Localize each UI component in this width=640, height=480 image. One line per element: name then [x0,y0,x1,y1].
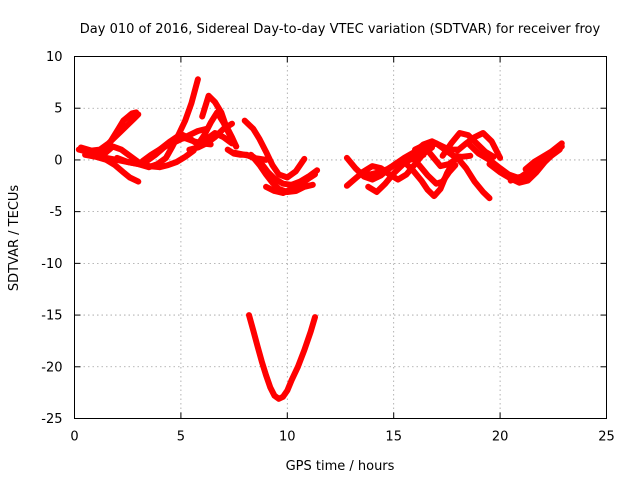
series-line-pass-16 [263,171,318,196]
x-tick-label: 20 [492,430,509,445]
series-line-pass-11 [199,92,240,150]
series-line-pass-32 [522,140,565,173]
y-tick-label: -25 [41,412,62,427]
y-tick-label: -10 [41,257,62,272]
series-line-pass-02 [77,111,142,154]
plot-frame [74,56,607,419]
x-axis-label: GPS time / hours [286,459,395,474]
series-line-pass-24 [407,152,459,187]
y-tick-label: 5 [54,102,62,117]
x-tick-label: 10 [279,430,296,445]
x-tick-label: 15 [385,430,402,445]
trace-layer [75,76,565,402]
y-tick-label: -20 [41,360,62,375]
x-tick-label: 5 [177,430,185,445]
series-line-pass-14 [241,117,308,181]
y-tick-label: -5 [50,205,63,220]
tick-layer: 0 5 10 15 20 25 -25 -20 -15 -10 -5 0 5 10 [41,50,615,445]
series-line-pass-25 [412,142,493,202]
y-axis-label: SDTVAR / TECUs [7,185,22,292]
x-tick-label: 0 [70,430,78,445]
series-line-pass-26 [422,140,474,160]
series-line-pass-28 [454,130,504,161]
y-tick-label: 0 [54,153,62,168]
chart-title: Day 010 of 2016, Sidereal Day-to-day VTE… [80,22,601,37]
x-tick-label: 25 [598,430,615,445]
series-line-pass-17 [246,312,318,402]
y-tick-label: 10 [46,50,63,65]
grid-layer [74,56,607,419]
series-line-pass-03 [82,151,142,185]
y-tick-label: -15 [41,309,62,324]
series-line-pass-15 [248,151,316,195]
series-line-pass-31 [507,146,563,184]
series-line-pass-27 [439,130,497,160]
